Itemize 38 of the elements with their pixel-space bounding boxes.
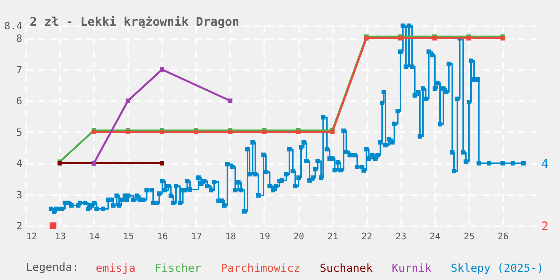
x-tick-label: 22 bbox=[362, 232, 373, 242]
x-tick-label: 20 bbox=[294, 232, 304, 242]
y-tick-label: 8.4 bbox=[4, 22, 22, 32]
chart-title: 2 zł - Lekki krążownik Dragon bbox=[30, 15, 240, 29]
y-tick-label: 4 bbox=[16, 159, 22, 170]
y-tick-label: 2 bbox=[16, 222, 22, 232]
x-tick-label: 12 bbox=[26, 232, 38, 242]
x-tick-label: 25 bbox=[464, 232, 475, 242]
point bbox=[160, 161, 165, 166]
x-tick-label: 15 bbox=[123, 232, 134, 242]
text: Kurnik bbox=[392, 262, 432, 275]
y2-tick-label: 2 bbox=[542, 220, 549, 234]
x-tick-label: 16 bbox=[157, 232, 168, 242]
point bbox=[50, 222, 57, 230]
x-tick-label: 13 bbox=[55, 232, 66, 242]
y2-tick-label: 4 bbox=[542, 157, 549, 171]
y-tick-label: 6 bbox=[16, 96, 22, 108]
x-tick-label: 21 bbox=[328, 232, 339, 242]
x-tick-label: 14 bbox=[89, 232, 100, 242]
text: Suchanek bbox=[320, 262, 374, 275]
y-tick-label: 5 bbox=[16, 128, 22, 139]
x-tick-label: 23 bbox=[396, 232, 407, 242]
point bbox=[228, 98, 233, 104]
text: emisja bbox=[96, 262, 136, 275]
y-tick-label: 7 bbox=[16, 65, 22, 76]
text: Sklepy (2025-) bbox=[451, 262, 544, 275]
y-tick-label: 3 bbox=[16, 190, 22, 202]
y-tick-label: 8 bbox=[16, 34, 22, 45]
text: Fischer bbox=[155, 262, 202, 275]
x-tick-label: 17 bbox=[191, 232, 202, 242]
x-tick-label: 26 bbox=[498, 232, 509, 242]
x-tick-label: 24 bbox=[430, 232, 441, 242]
legend-title: Legenda: bbox=[26, 261, 79, 274]
text: Parchimowicz bbox=[221, 262, 300, 275]
x-tick-label: 19 bbox=[260, 232, 270, 242]
point bbox=[126, 98, 130, 104]
x-tick-label: 18 bbox=[225, 232, 236, 242]
point bbox=[160, 68, 165, 72]
